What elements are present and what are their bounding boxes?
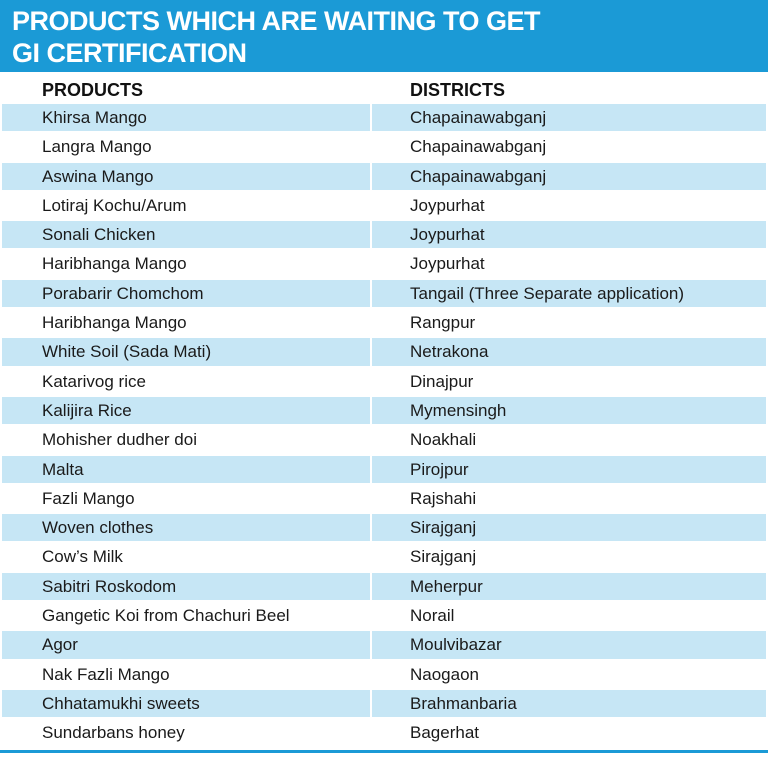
table-row: Mohisher dudher doi Noakhali [0,426,768,455]
product-cell: Nak Fazli Mango [42,664,170,684]
district-cell: Norail [410,606,455,626]
district-cell: Joypurhat [372,221,766,249]
table-row: Woven clothes Sirajganj [0,514,768,543]
district-cell: Moulvibazar [372,631,766,659]
table-row: Chhatamukhi sweets Brahmanbaria [0,689,768,719]
table-row: Sabitri Roskodom Meherpur [0,572,768,602]
product-cell: Mohisher dudher doi [42,430,197,450]
district-cell: Bagerhat [410,723,479,743]
product-cell: White Soil (Sada Mati) [2,338,370,366]
district-cell: Chapainawabganj [410,137,547,157]
district-cell: Meherpur [372,572,766,601]
product-cell: Malta [2,455,370,483]
table-row: Haribhanga Mango Rangpur [0,309,768,338]
table-row: Haribhanga Mango Joypurhat [0,250,768,279]
district-cell: Joypurhat [410,254,485,274]
district-cell: Sirajganj [410,547,477,567]
district-cell: Pirojpur [372,455,766,483]
table-row: Sundarbans honey Bagerhat [0,719,768,748]
table-row: Kalijira Rice Mymensingh [0,396,768,426]
district-cell: Brahmanbaria [372,689,766,718]
district-cell: Tangail (Three Separate application) [372,279,766,308]
district-cell: Noakhali [410,430,477,450]
product-cell: Haribhanga Mango [42,254,187,274]
table-row: Agor Moulvibazar [0,631,768,660]
product-cell: Sabitri Roskodom [2,572,370,601]
table-row: Lotiraj Kochu/Arum Joypurhat [0,192,768,221]
bottom-rule [0,750,768,753]
table-row: Cow’s Milk Sirajganj [0,543,768,572]
product-cell: Gangetic Koi from Chachuri Beel [42,606,290,626]
product-cell: Khirsa Mango [2,104,370,132]
table-row: Malta Pirojpur [0,455,768,485]
table-row: Khirsa Mango Chapainawabganj [0,104,768,133]
district-cell: Netrakona [372,338,766,366]
district-cell: Naogaon [410,664,480,684]
product-cell: Haribhanga Mango [42,313,187,333]
district-cell: Mymensingh [372,396,766,425]
product-cell: Fazli Mango [42,488,135,508]
table-row: Porabarir Chomchom Tangail (Three Separat… [0,279,768,309]
title-line: GI CERTIFICATION [12,38,247,68]
district-cell: Joypurhat [410,195,485,215]
district-cell: Dinajpur [410,371,474,391]
district-cell: Chapainawabganj [372,104,766,132]
product-cell: Porabarir Chomchom [2,279,370,308]
district-cell: Rajshahi [410,488,477,508]
column-title: DISTRICTS [410,80,506,100]
table-row: Aswina Mango Chapainawabganj [0,162,768,192]
product-cell: Sundarbans honey [42,723,185,743]
table-body: Khirsa Mango Chapainawabganj Langra Mango C… [0,104,768,749]
column-header: PRODUCTS DISTRICTS [0,78,768,104]
title-line: PRODUCTS WHICH ARE WAITING TO GET [12,6,541,36]
column-title: PRODUCTS [42,80,144,100]
table-row: Nak Fazli Mango Naogaon [0,661,768,690]
product-cell: Langra Mango [42,137,152,157]
product-cell: Sonali Chicken [2,221,370,249]
table-row: Langra Mango Chapainawabganj [0,133,768,162]
product-cell: Lotiraj Kochu/Arum [42,195,187,215]
table-row: Fazli Mango Rajshahi [0,485,768,514]
product-cell: Chhatamukhi sweets [2,689,370,718]
table-row: Sonali Chicken Joypurhat [0,221,768,250]
product-cell: Kalijira Rice [2,396,370,425]
table-row: Gangetic Koi from Chachuri Beel Norail [0,602,768,631]
product-cell: Agor [2,631,370,659]
table-row: Katarivog rice Dinajpur [0,368,768,397]
district-cell: Rangpur [410,313,476,333]
product-cell: Woven clothes [2,514,370,542]
product-cell: Katarivog rice [42,371,146,391]
table-row: White Soil (Sada Mati) Netrakona [0,338,768,367]
title-banner: PRODUCTS WHICH ARE WAITING TO GET GI CER… [0,0,768,72]
district-cell: Chapainawabganj [372,162,766,190]
district-cell: Sirajganj [372,514,766,542]
product-cell: Cow’s Milk [42,547,123,567]
product-cell: Aswina Mango [2,162,370,190]
